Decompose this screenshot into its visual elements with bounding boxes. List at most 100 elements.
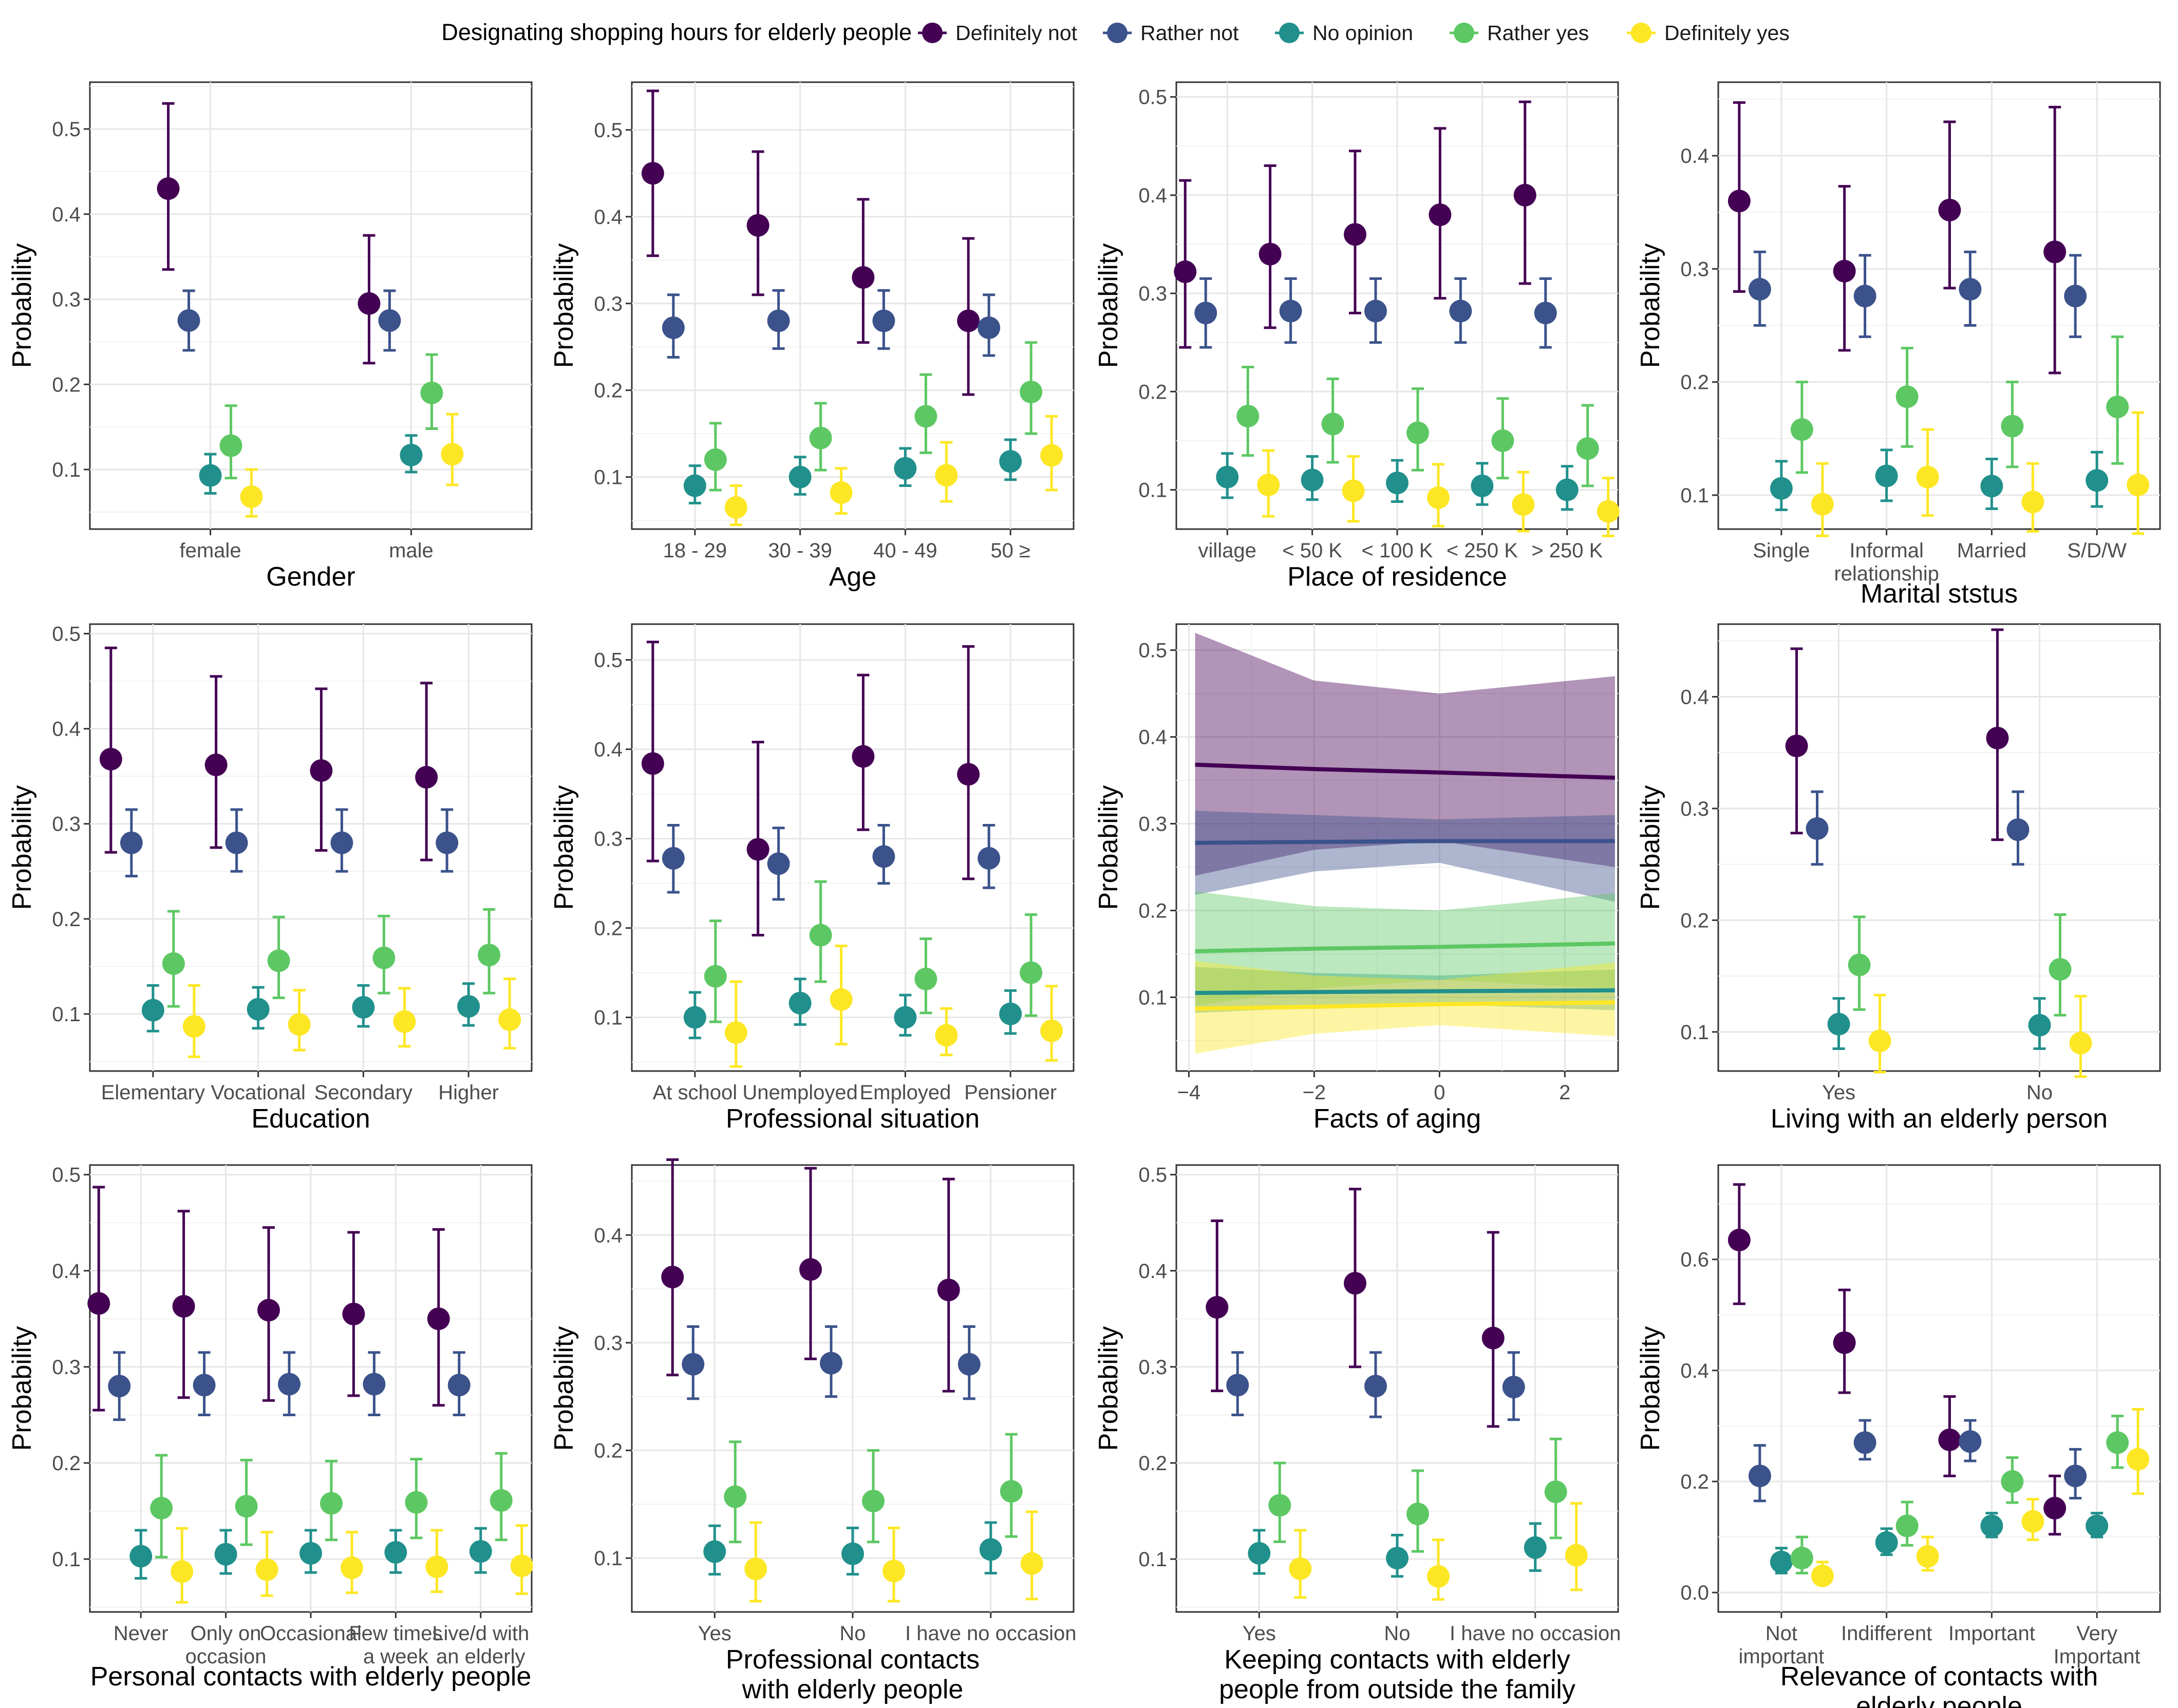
- y-tick-label: 0.2: [52, 373, 81, 396]
- y-tick-label: 0.6: [1680, 1249, 1709, 1271]
- x-axis-title-line: Education: [251, 1104, 370, 1134]
- x-tick-label-line: No: [1384, 1622, 1410, 1645]
- y-tick-label: 0.1: [1138, 479, 1167, 502]
- point-rather-yes: [1895, 385, 1919, 408]
- point-rather-not: [1364, 1375, 1387, 1398]
- y-tick-label: 0.5: [1138, 86, 1167, 109]
- y-axis-title: Probability: [1094, 243, 1123, 368]
- point-rather-yes: [1406, 1503, 1429, 1526]
- point-rather-yes: [1895, 1514, 1919, 1537]
- x-tick-label: I have no occasion: [1450, 1622, 1621, 1645]
- y-tick-label: 0.2: [52, 908, 81, 931]
- legend-key-point: [1454, 23, 1474, 43]
- x-tick-label: −4: [1177, 1081, 1201, 1104]
- line-definitely-yes: [1195, 1000, 1615, 1011]
- point-definitely-yes: [1020, 1552, 1043, 1575]
- x-tick-label-line: 40 - 49: [873, 539, 937, 562]
- point-no-opinion: [1524, 1536, 1547, 1559]
- point-rather-yes: [1268, 1494, 1291, 1517]
- y-tick-label: 0.4: [1138, 1260, 1167, 1283]
- point-no-opinion: [384, 1541, 407, 1564]
- x-tick-label: −2: [1303, 1081, 1326, 1104]
- legend-label: Rather yes: [1487, 21, 1589, 45]
- point-no-opinion: [400, 443, 423, 466]
- point-rather-yes: [150, 1496, 173, 1519]
- point-definitely-not: [937, 1279, 960, 1302]
- y-tick-label: 0.4: [594, 1224, 623, 1247]
- point-definitely-yes: [1040, 1019, 1063, 1042]
- point-rather-yes: [1491, 429, 1514, 452]
- x-tick-label: Secondary: [314, 1081, 412, 1104]
- point-definitely-not: [852, 266, 875, 289]
- point-no-opinion: [1301, 468, 1324, 492]
- panel-professional-situation: 0.1 0.2 0.3 0.4 0.5 At school Unemployed Employ…: [549, 623, 1075, 1134]
- x-tick-label: > 250 K: [1531, 539, 1603, 562]
- x-tick-label-line: No: [2026, 1081, 2053, 1104]
- x-tick-label: 30 - 39: [768, 539, 832, 562]
- y-tick-label: 0.4: [1138, 184, 1167, 207]
- point-definitely-yes: [1427, 486, 1450, 509]
- point-definitely-not: [2043, 1496, 2067, 1519]
- point-rather-not: [330, 831, 353, 854]
- point-rather-yes: [1020, 961, 1043, 984]
- y-tick-label: 0.1: [1138, 986, 1167, 1009]
- point-definitely-yes: [1565, 1544, 1588, 1567]
- point-definitely-not: [257, 1299, 280, 1322]
- point-rather-not: [378, 309, 401, 332]
- legend-key-point: [1107, 23, 1128, 43]
- legend-key-point: [1631, 23, 1651, 43]
- point-rather-not: [978, 847, 1001, 870]
- point-rather-not: [767, 852, 790, 875]
- point-definitely-yes: [2127, 474, 2150, 497]
- point-definitely-yes: [1257, 473, 1280, 496]
- y-tick-label: 0.1: [594, 1007, 623, 1029]
- x-tick-label: No: [839, 1622, 866, 1645]
- x-tick-label-line: female: [180, 539, 241, 562]
- point-rather-yes: [320, 1492, 343, 1515]
- x-tick-label-line: > 250 K: [1531, 539, 1603, 562]
- point-definitely-yes: [2127, 1448, 2150, 1471]
- point-definitely-not: [157, 177, 180, 200]
- panel-background: [1717, 81, 2161, 530]
- line-no-opinion: [1195, 988, 1615, 995]
- point-rather-yes: [162, 952, 185, 975]
- y-tick-label: 0.3: [52, 1356, 81, 1379]
- y-tick-label: 0.3: [52, 813, 81, 836]
- x-axis-title: Keeping contacts with elderly people from…: [1219, 1645, 1575, 1704]
- y-tick-label: 0.2: [594, 380, 623, 402]
- point-no-opinion: [2086, 1514, 2109, 1537]
- y-tick-label: 0.2: [1680, 1471, 1709, 1493]
- x-tick-label: 40 - 49: [873, 539, 937, 562]
- y-tick-label: 0.4: [1680, 145, 1709, 167]
- point-definitely-not: [641, 162, 664, 185]
- x-tick-label: Only on occasion: [185, 1622, 267, 1668]
- x-tick-label-line: S/D/W: [2067, 539, 2127, 562]
- panel-background: [89, 81, 533, 530]
- panel-personal-contacts-with-elderly-people: 0.1 0.2 0.3 0.4 0.5 Never Only on occasionOccas…: [7, 1164, 533, 1692]
- panels: 0.1 0.2 0.3 0.4 0.5 female male Gender Probabili…: [7, 81, 2161, 1708]
- point-definitely-not: [1344, 1272, 1366, 1295]
- point-rather-yes: [1020, 381, 1043, 404]
- point-rather-not: [820, 1352, 842, 1375]
- legend-label: Definitely yes: [1664, 21, 1790, 45]
- line-rather-yes: [1195, 941, 1615, 953]
- y-tick-label: 0.5: [52, 623, 81, 646]
- x-tick-label: Unemployed: [742, 1081, 858, 1104]
- x-tick-label: Pensioner: [964, 1081, 1057, 1104]
- x-axis-title-line: Relevance of contacts with: [1780, 1662, 2098, 1692]
- point-definitely-not: [1429, 203, 1452, 227]
- x-tick-label: Yes: [1243, 1622, 1276, 1645]
- panel-facts-of-aging: 0.1 0.2 0.3 0.4 0.5 −4 −2 0 2 Facts of aging Proba…: [1094, 623, 1619, 1134]
- x-tick-label-line: < 50 K: [1282, 539, 1342, 562]
- point-rather-not: [2006, 818, 2030, 841]
- legend-label: Rather not: [1140, 21, 1239, 45]
- y-tick-label: 0.2: [1680, 909, 1709, 932]
- panel-gender: 0.1 0.2 0.3 0.4 0.5 female male Gender Probabili…: [7, 81, 533, 592]
- point-rather-yes: [2106, 396, 2129, 419]
- y-tick-label: 0.5: [52, 118, 81, 141]
- x-tick-label: Indifferent: [1841, 1622, 1932, 1645]
- point-rather-not: [447, 1374, 471, 1397]
- point-rather-not: [1853, 285, 1876, 308]
- x-tick-label: < 50 K: [1282, 539, 1342, 562]
